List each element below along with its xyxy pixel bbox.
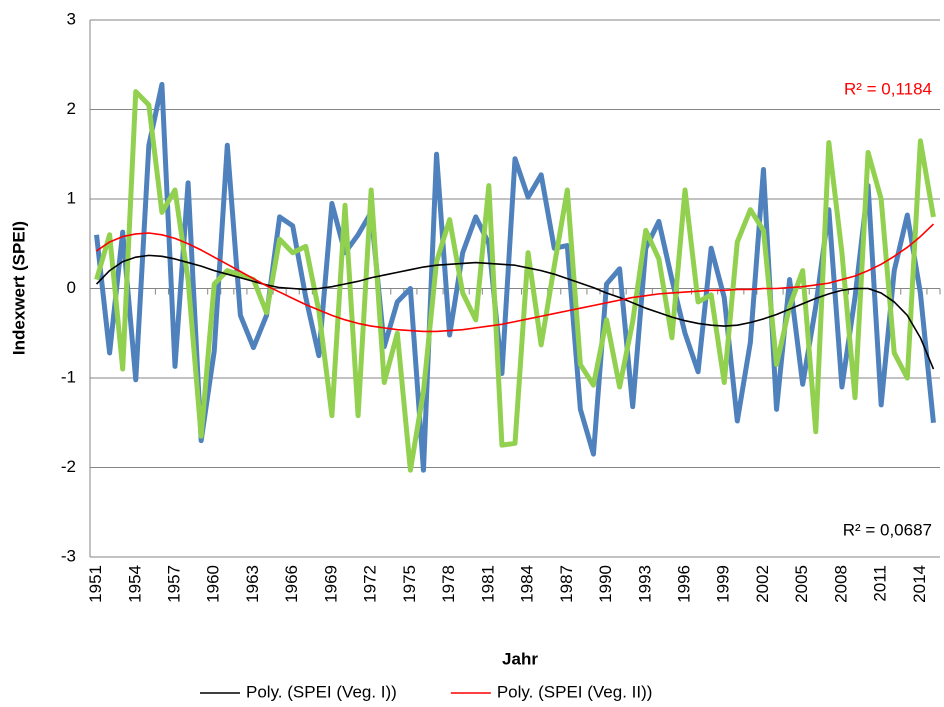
x-tick-label: 1960 [204, 565, 223, 603]
x-tick-label: 1972 [361, 565, 380, 603]
data-line [94, 89, 936, 473]
x-tick-label: 2011 [871, 565, 890, 602]
x-tick-label: 1984 [518, 565, 537, 603]
y-tick-label: -3 [61, 546, 76, 565]
x-tick-label: 1966 [282, 565, 301, 603]
x-tick-label: 1993 [635, 565, 654, 603]
trend-line [96, 223, 935, 333]
x-tick-label: 2008 [831, 565, 850, 603]
x-axis-title: Jahr [502, 649, 538, 668]
x-tick-label: 1990 [596, 565, 615, 603]
x-tick-label: 1999 [714, 565, 733, 603]
y-tick-label: 2 [67, 99, 76, 118]
x-tick-label: 1987 [557, 565, 576, 603]
y-tick-label: -1 [61, 367, 76, 386]
legend-label: Poly. (SPEI (Veg. I)) [246, 682, 397, 701]
x-tick-label: 1957 [164, 565, 183, 603]
x-tick-label: 1981 [478, 565, 497, 603]
x-tick-label: 1975 [400, 565, 419, 603]
annotation: R² = 0,1184 [844, 79, 932, 98]
x-tick-label: 2005 [792, 565, 811, 603]
x-tick-label: 1996 [674, 565, 693, 603]
x-tick-label: 1963 [243, 565, 262, 603]
x-tick-label: 1969 [321, 565, 340, 603]
x-tick-label: 1954 [125, 565, 144, 603]
y-axis-title: Indexwert (SPEI) [9, 221, 28, 355]
annotation: R² = 0,0687 [843, 520, 932, 539]
y-tick-label: -2 [61, 457, 76, 476]
y-tick-label: 0 [67, 278, 76, 297]
x-tick-label: 1978 [439, 565, 458, 603]
y-tick-label: 1 [67, 188, 76, 207]
data-line [94, 81, 936, 473]
x-tick-label: 2014 [910, 565, 929, 603]
trend-line [95, 254, 935, 370]
y-tick-label: 3 [67, 9, 76, 28]
x-tick-label: 1951 [86, 565, 105, 603]
legend-label: Poly. (SPEI (Veg. II)) [497, 682, 653, 701]
x-tick-label: 2002 [753, 565, 772, 603]
